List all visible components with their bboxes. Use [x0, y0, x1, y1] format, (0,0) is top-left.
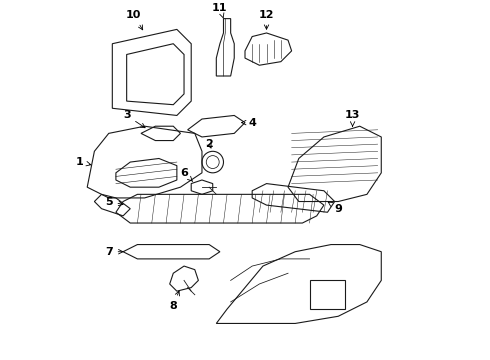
Text: 7: 7: [105, 247, 123, 257]
Text: 4: 4: [242, 118, 256, 128]
Text: 11: 11: [212, 3, 228, 18]
Text: 10: 10: [126, 10, 143, 30]
Text: 2: 2: [205, 139, 213, 149]
Text: 6: 6: [180, 168, 193, 181]
Text: 9: 9: [328, 202, 342, 214]
Text: 3: 3: [123, 111, 145, 128]
Text: 13: 13: [345, 111, 360, 126]
Text: 5: 5: [105, 197, 123, 207]
Text: 12: 12: [259, 10, 274, 29]
Text: 8: 8: [170, 291, 179, 311]
Text: 1: 1: [76, 157, 91, 167]
